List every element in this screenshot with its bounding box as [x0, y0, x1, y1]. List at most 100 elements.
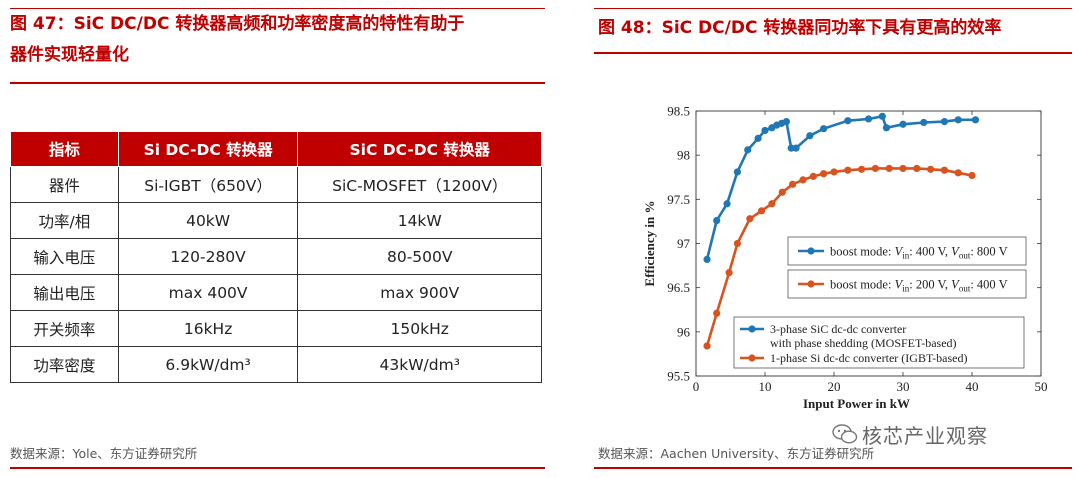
- table-cell: 150kHz: [297, 310, 542, 347]
- table-row: 器件 Si-IGBT（650V） SiC-MOSFET（1200V）: [10, 166, 542, 203]
- data-point: [954, 116, 962, 124]
- x-tick-label: 0: [693, 379, 700, 394]
- table-cell: 开关频率: [10, 310, 119, 347]
- x-tick-label: 50: [1035, 379, 1048, 394]
- y-tick-label: 97.5: [667, 192, 690, 207]
- right-top-rule: [594, 8, 1072, 9]
- data-point: [913, 164, 921, 173]
- table-row: 功率/相 40kW 14kW: [10, 202, 542, 239]
- annotation-text-part: V: [951, 245, 960, 259]
- annotation-text: boost mode: Vin: 200 V, Vout: 400 V: [830, 278, 1008, 294]
- x-axis-label: Input Power in kW: [803, 396, 910, 411]
- data-point: [746, 215, 754, 223]
- header-si: Si DC-DC 转换器: [117, 131, 299, 167]
- annotation-text-part: V: [895, 245, 904, 259]
- data-point: [920, 118, 928, 127]
- table-cell: 80-500V: [297, 238, 542, 275]
- x-tick-label: 20: [828, 379, 841, 394]
- annotation-text-part: V: [951, 278, 960, 292]
- table-cell: 器件: [10, 166, 119, 203]
- annotation-text-part: : 400 V: [970, 278, 1007, 292]
- data-point: [864, 115, 873, 123]
- table-row: 输入电压 120-280V 80-500V: [10, 238, 542, 275]
- data-point: [940, 166, 948, 174]
- table-cell: 功率/相: [10, 202, 119, 239]
- left-top-rule: [10, 8, 545, 9]
- data-point: [858, 165, 866, 173]
- y-tick-label: 96: [677, 324, 691, 339]
- y-tick-label: 96.5: [667, 280, 690, 295]
- annotation-text-part: in: [902, 284, 910, 294]
- y-tick-label: 98: [677, 148, 690, 163]
- legend-label-si: 1-phase Si dc-dc converter (IGBT-based): [770, 351, 967, 365]
- header-sic: SiC DC-DC 转换器: [297, 131, 542, 167]
- legend-marker-sic: [748, 325, 756, 333]
- data-point: [789, 180, 797, 188]
- legend-label-sic-line1: 3-phase SiC dc-dc converter: [770, 322, 906, 336]
- annotation-text-part: boost mode:: [830, 278, 895, 292]
- efficiency-chart: 0 10 20 30 40 50 95.5 96 96.5 97 97.5 98 98.5 Input P…: [642, 104, 1048, 412]
- data-point: [882, 124, 891, 132]
- table-cell: SiC-MOSFET（1200V）: [297, 166, 542, 203]
- data-point: [899, 120, 907, 128]
- data-point: [899, 164, 907, 173]
- data-point: [768, 200, 776, 208]
- annotation-marker: [807, 280, 815, 288]
- table-cell: 120-280V: [117, 238, 299, 275]
- data-point: [792, 144, 800, 152]
- data-point: [820, 125, 828, 133]
- left-bottom-rule: [10, 467, 545, 469]
- data-point: [757, 207, 766, 215]
- data-point: [971, 116, 980, 124]
- watermark-text: 核芯产业观察: [862, 424, 988, 448]
- data-point: [725, 269, 733, 277]
- legend-label-sic-line2: with phase shedding (MOSFET-based): [770, 336, 957, 350]
- annotation-text-part: out: [959, 284, 971, 294]
- data-point: [799, 176, 807, 184]
- data-point: [820, 170, 828, 178]
- table-cell: Si-IGBT（650V）: [117, 166, 299, 203]
- wechat-icon: [832, 424, 858, 444]
- y-axis-label: Efficiency in %: [642, 201, 657, 287]
- data-point: [954, 169, 962, 177]
- y-tick-label: 97: [677, 236, 691, 251]
- table-cell: 输入电压: [10, 238, 119, 275]
- data-point: [809, 172, 817, 180]
- annotation-text-part: boost mode:: [830, 245, 895, 259]
- spec-table: 指标 Si DC-DC 转换器 SiC DC-DC 转换器 器件 Si-IGBT…: [10, 131, 542, 383]
- table-cell: 功率密度: [10, 346, 119, 383]
- data-point: [782, 118, 790, 126]
- data-point: [733, 168, 741, 176]
- right-title-rule: [594, 52, 1072, 54]
- x-tick-label: 10: [759, 379, 772, 394]
- data-point: [744, 146, 752, 154]
- table-row: 输出电压 max 400V max 900V: [10, 274, 542, 311]
- left-title-rule: [10, 82, 545, 84]
- x-tick-label: 40: [966, 379, 979, 394]
- right-source-note: 数据来源：Aachen University、东方证券研究所: [598, 446, 875, 461]
- table-cell: 14kW: [297, 202, 542, 239]
- y-tick-label: 95.5: [667, 369, 690, 384]
- data-point: [778, 188, 786, 196]
- annotation-text-part: V: [895, 278, 904, 292]
- left-source-note: 数据来源：Yole、东方证券研究所: [10, 446, 198, 461]
- data-point: [844, 117, 852, 125]
- annotation-text-part: out: [959, 251, 971, 261]
- data-point: [844, 166, 852, 174]
- table-cell: max 900V: [297, 274, 542, 311]
- data-point: [940, 118, 948, 126]
- data-point: [761, 126, 769, 135]
- table-cell: 16kHz: [117, 310, 299, 347]
- annotation-text-part: : 200 V,: [909, 278, 951, 292]
- legend-box: [733, 316, 1025, 369]
- table-row: 开关频率 16kHz 150kHz: [10, 310, 542, 347]
- figure-48-title: 图 48：SiC DC/DC 转换器同功率下具有更高的效率: [598, 18, 1002, 38]
- figure-47-title-line2: 器件实现轻量化: [10, 45, 129, 65]
- table-cell: 输出电压: [10, 274, 119, 311]
- data-point: [830, 168, 838, 176]
- annotation-box: [787, 269, 1027, 299]
- figure-47-title-line1: 图 47：SiC DC/DC 转换器高频和功率密度高的特性有助于: [10, 14, 465, 34]
- x-tick-label: 30: [897, 379, 910, 394]
- table-cell: 6.9kW/dm³: [117, 346, 299, 383]
- figure-47-title: 图 47：SiC DC/DC 转换器高频和功率密度高的特性有助于 器件实现轻量化: [10, 11, 545, 68]
